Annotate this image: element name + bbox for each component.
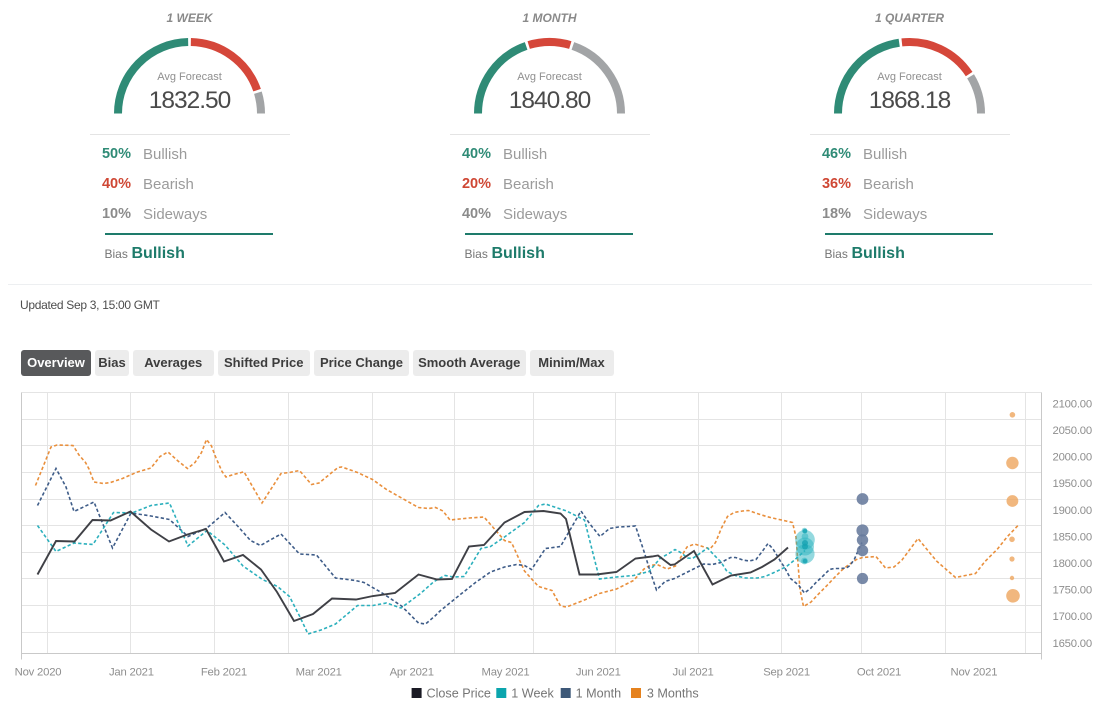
svg-text:Jul 2021: Jul 2021 bbox=[673, 667, 714, 679]
svg-text:1750.00: 1750.00 bbox=[1053, 585, 1092, 597]
svg-text:2050.00: 2050.00 bbox=[1053, 425, 1092, 437]
svg-text:Mar 2021: Mar 2021 bbox=[296, 667, 342, 679]
svg-text:1900.00: 1900.00 bbox=[1053, 505, 1092, 517]
svg-text:Nov 2020: Nov 2020 bbox=[15, 667, 62, 679]
svg-text:Close Price: Close Price bbox=[427, 687, 491, 701]
svg-text:Apr 2021: Apr 2021 bbox=[390, 667, 434, 679]
svg-text:May 2021: May 2021 bbox=[481, 667, 529, 679]
svg-text:Nov 2021: Nov 2021 bbox=[951, 667, 998, 679]
svg-text:1800.00: 1800.00 bbox=[1053, 558, 1092, 570]
svg-text:Jun 2021: Jun 2021 bbox=[576, 667, 621, 679]
svg-text:Jan 2021: Jan 2021 bbox=[109, 667, 154, 679]
svg-text:1 Month: 1 Month bbox=[576, 687, 622, 701]
svg-text:Sep 2021: Sep 2021 bbox=[763, 667, 810, 679]
svg-text:3 Months: 3 Months bbox=[647, 687, 699, 701]
svg-text:1650.00: 1650.00 bbox=[1053, 638, 1092, 650]
svg-text:Oct 2021: Oct 2021 bbox=[857, 667, 901, 679]
svg-text:1850.00: 1850.00 bbox=[1053, 531, 1092, 543]
svg-text:1950.00: 1950.00 bbox=[1053, 478, 1092, 490]
svg-text:2100.00: 2100.00 bbox=[1053, 398, 1092, 410]
svg-text:1700.00: 1700.00 bbox=[1053, 611, 1092, 623]
svg-text:Feb 2021: Feb 2021 bbox=[201, 667, 247, 679]
svg-text:2000.00: 2000.00 bbox=[1053, 452, 1092, 464]
svg-text:1 Week: 1 Week bbox=[511, 687, 554, 701]
